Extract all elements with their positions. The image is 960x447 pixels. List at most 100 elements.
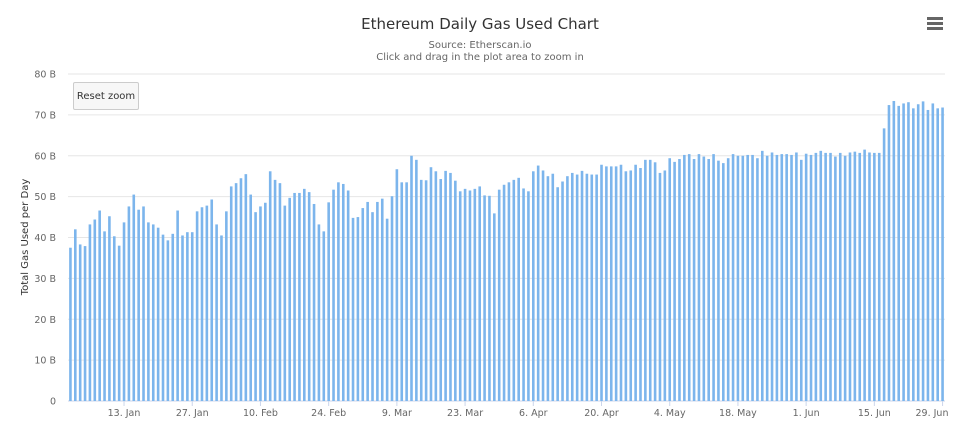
bar[interactable] — [273, 179, 277, 401]
bar[interactable] — [117, 245, 121, 401]
bar[interactable] — [303, 188, 306, 401]
bar[interactable] — [726, 158, 730, 401]
bar[interactable] — [609, 166, 613, 401]
bar[interactable] — [108, 216, 111, 401]
bar[interactable] — [317, 224, 321, 401]
bar[interactable] — [147, 222, 150, 401]
bar[interactable] — [902, 103, 905, 402]
bar[interactable] — [834, 156, 837, 401]
bar[interactable] — [395, 169, 399, 401]
bar[interactable] — [882, 128, 886, 401]
bar[interactable] — [497, 189, 501, 401]
bar[interactable] — [790, 154, 793, 401]
bar[interactable] — [424, 180, 428, 401]
bar[interactable] — [293, 192, 296, 401]
bar[interactable] — [687, 154, 691, 401]
bar[interactable] — [848, 152, 852, 401]
bar[interactable] — [668, 158, 672, 401]
bar[interactable] — [278, 183, 282, 401]
bar[interactable] — [653, 162, 657, 401]
bar[interactable] — [541, 170, 545, 401]
bar[interactable] — [283, 205, 287, 401]
bar[interactable] — [156, 227, 160, 401]
bar[interactable] — [288, 197, 291, 401]
bar[interactable] — [371, 212, 374, 401]
bar[interactable] — [863, 149, 866, 401]
bar[interactable] — [259, 206, 262, 401]
bar[interactable] — [415, 159, 418, 401]
bar[interactable] — [522, 188, 525, 401]
bar[interactable] — [527, 191, 530, 401]
bar[interactable] — [254, 212, 257, 401]
bar[interactable] — [804, 153, 808, 401]
bar[interactable] — [78, 244, 82, 401]
bar[interactable] — [264, 202, 267, 401]
bar[interactable] — [507, 182, 511, 401]
bar[interactable] — [765, 155, 769, 401]
bar[interactable] — [595, 174, 598, 401]
bar[interactable] — [380, 198, 384, 401]
bar[interactable] — [229, 186, 233, 401]
bar[interactable] — [678, 159, 681, 401]
bar[interactable] — [585, 173, 589, 401]
bar[interactable] — [166, 240, 170, 401]
bar[interactable] — [853, 151, 857, 401]
bar[interactable] — [132, 194, 136, 401]
bar[interactable] — [648, 159, 652, 401]
bar[interactable] — [916, 104, 920, 401]
bar[interactable] — [137, 209, 140, 401]
bar[interactable] — [785, 154, 788, 401]
bar[interactable] — [361, 208, 365, 401]
bar[interactable] — [327, 202, 330, 401]
bar[interactable] — [239, 178, 243, 401]
bar[interactable] — [351, 217, 355, 401]
bar[interactable] — [639, 168, 642, 401]
bar[interactable] — [858, 152, 862, 401]
bar[interactable] — [307, 192, 311, 401]
bar[interactable] — [512, 179, 516, 401]
bar[interactable] — [868, 152, 871, 401]
bar[interactable] — [234, 183, 238, 401]
bar[interactable] — [634, 164, 637, 401]
bar[interactable] — [546, 176, 550, 401]
bar[interactable] — [322, 231, 326, 401]
bar[interactable] — [385, 218, 389, 401]
bar[interactable] — [780, 154, 784, 401]
bar[interactable] — [268, 171, 272, 401]
bar[interactable] — [195, 211, 199, 401]
bar[interactable] — [400, 182, 404, 401]
bar[interactable] — [88, 224, 92, 401]
bar[interactable] — [171, 233, 175, 401]
bar[interactable] — [200, 207, 204, 401]
bar[interactable] — [483, 195, 486, 401]
bar[interactable] — [629, 170, 633, 401]
bar[interactable] — [186, 232, 189, 401]
bar[interactable] — [463, 188, 467, 401]
bar[interactable] — [941, 107, 944, 401]
bar[interactable] — [127, 206, 131, 401]
bar[interactable] — [907, 102, 910, 402]
bar[interactable] — [921, 101, 925, 401]
bar[interactable] — [205, 205, 209, 401]
bar[interactable] — [161, 234, 165, 401]
bar[interactable] — [736, 155, 740, 401]
bar[interactable] — [799, 159, 803, 401]
bar[interactable] — [775, 154, 779, 401]
bar[interactable] — [356, 217, 360, 401]
bar[interactable] — [517, 177, 520, 401]
bar[interactable] — [746, 154, 749, 401]
bar[interactable] — [912, 108, 915, 402]
bar[interactable] — [390, 196, 394, 401]
bar[interactable] — [673, 161, 676, 401]
bar[interactable] — [809, 154, 813, 401]
bar[interactable] — [770, 152, 774, 401]
bar[interactable] — [419, 179, 423, 401]
bar[interactable] — [190, 232, 194, 401]
bar[interactable] — [692, 159, 696, 401]
bar[interactable] — [824, 152, 827, 401]
bar[interactable] — [122, 222, 126, 401]
bar[interactable] — [536, 165, 540, 401]
bar[interactable] — [332, 189, 335, 401]
bar[interactable] — [843, 155, 847, 401]
bar[interactable] — [926, 109, 930, 401]
